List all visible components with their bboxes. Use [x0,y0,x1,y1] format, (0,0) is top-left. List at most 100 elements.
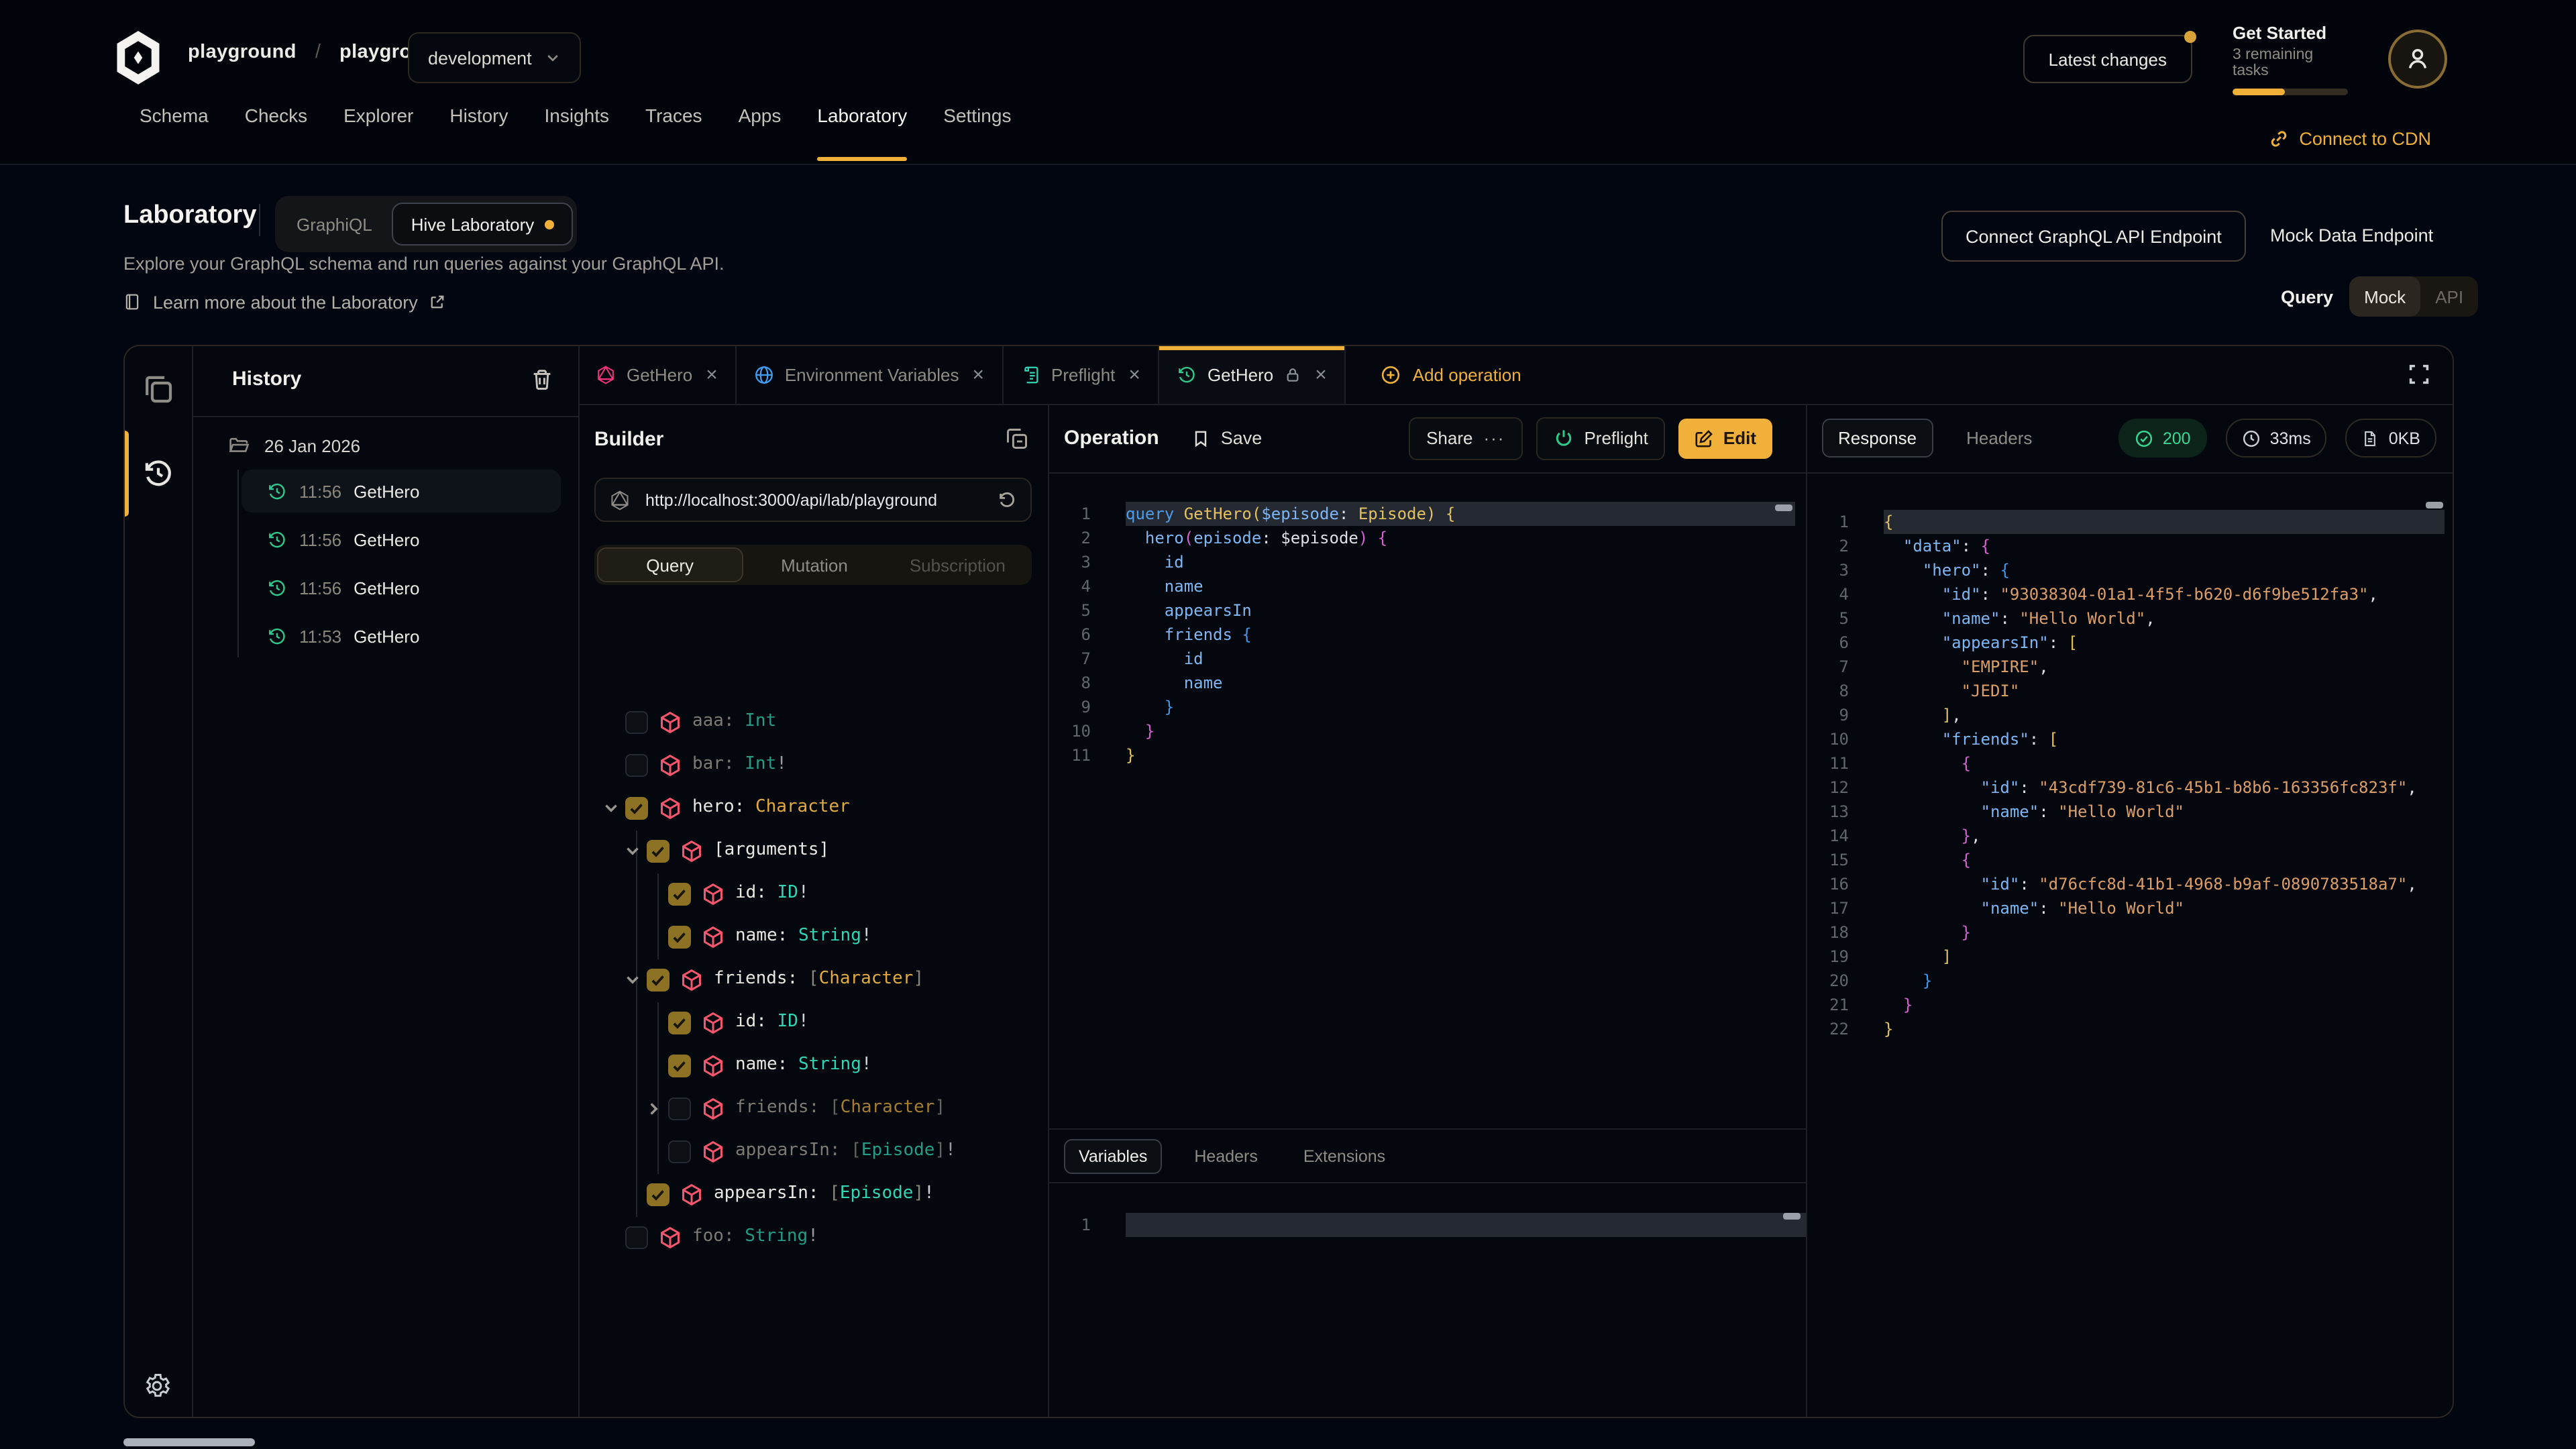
mode-hive-laboratory[interactable]: Hive Laboratory [392,203,574,246]
nav-tab-apps[interactable]: Apps [738,105,782,126]
field-row[interactable]: id: ID! [578,1002,1048,1045]
endpoint-url-input[interactable] [643,489,985,511]
share-button[interactable]: Share ··· [1409,417,1523,460]
tab-extensions[interactable]: Extensions [1303,1146,1386,1165]
tab-response[interactable]: Response [1822,419,1933,458]
user-avatar[interactable] [2388,30,2447,89]
mode-graphiql[interactable]: GraphiQL [297,214,372,234]
field-row[interactable]: appearsIn: [Episode]! [578,1131,1048,1174]
edit-button[interactable]: Edit [1678,418,1772,458]
toggle-api[interactable]: API [2435,286,2464,307]
close-icon[interactable]: × [706,364,718,386]
history-date-group[interactable]: 26 Jan 2026 [228,435,360,456]
field-checkbox[interactable] [625,797,648,820]
workspace-tab-2[interactable]: Preflight × [1003,346,1159,404]
indent-guide [636,873,637,916]
scrollbar-thumb[interactable] [1783,1213,1801,1220]
field-checkbox[interactable] [625,711,648,734]
close-icon[interactable]: × [1128,364,1140,386]
field-checkbox[interactable] [647,840,669,863]
query-editor[interactable]: 1 query GetHero($episode: Episode) {2 her… [1048,502,1795,767]
tab-headers[interactable]: Headers [1194,1146,1258,1165]
response-editor[interactable]: 1{2 "data": {3 "hero": {4 "id": "9303830… [1806,510,2445,1041]
field-checkbox[interactable] [668,1055,691,1077]
add-operation-button[interactable]: Add operation [1362,346,1540,404]
history-entry[interactable]: 11:56 GetHero [241,566,561,609]
field-checkbox[interactable] [668,883,691,906]
tab-response-headers[interactable]: Headers [1966,428,2033,448]
field-row[interactable]: name: String! [578,1045,1048,1088]
field-row[interactable]: id: ID! [578,873,1048,916]
field-row[interactable]: friends: [Character] [578,959,1048,1002]
close-icon[interactable]: × [972,364,984,386]
chevron-down-icon[interactable] [624,843,641,860]
toggle-mock[interactable]: Mock [2349,276,2421,317]
history-entry[interactable]: 11:56 GetHero [241,518,561,561]
nav-tab-insights[interactable]: Insights [544,105,610,126]
connect-endpoint-button[interactable]: Connect GraphQL API Endpoint [1941,211,2246,262]
workspace-tab-3[interactable]: GetHero × [1159,346,1346,404]
field-row[interactable]: bar: Int! [578,745,1048,788]
nav-tab-history[interactable]: History [449,105,508,126]
learn-more-link[interactable]: Learn more about the Laboratory [123,291,446,313]
save-label: Save [1220,428,1263,448]
nav-tab-laboratory[interactable]: Laboratory [817,105,907,164]
field-row[interactable]: [arguments] [578,830,1048,873]
field-checkbox[interactable] [647,1183,669,1206]
field-checkbox[interactable] [647,969,669,991]
field-checkbox[interactable] [668,926,691,949]
history-entry[interactable]: 11:53 GetHero [241,614,561,657]
refresh-icon[interactable] [997,490,1017,510]
field-row[interactable]: name: String! [578,916,1048,959]
scrollbar-thumb[interactable] [1775,504,1792,511]
hive-logo-icon[interactable] [114,30,162,86]
history-indent-guide [237,470,239,657]
workspace-tab-0[interactable]: GetHero × [578,346,737,404]
nav-tab-schema[interactable]: Schema [140,105,209,126]
builder-tab-mutation[interactable]: Mutation [781,555,848,575]
collections-icon[interactable] [142,373,174,405]
nav-tab-explorer[interactable]: Explorer [343,105,414,126]
field-row[interactable]: appearsIn: [Episode]! [578,1174,1048,1217]
history-entry[interactable]: 11:56 GetHero [241,470,561,513]
field-checkbox[interactable] [625,754,648,777]
field-checkbox[interactable] [668,1140,691,1163]
field-row[interactable]: hero: Character [578,788,1048,830]
nav-tab-checks[interactable]: Checks [244,105,308,126]
field-checkbox[interactable] [668,1012,691,1034]
breadcrumb-org[interactable]: playground [188,42,297,63]
target-selector[interactable]: development [408,32,582,83]
tab-variables[interactable]: Variables [1064,1138,1163,1173]
field-row[interactable]: friends: [Character] [578,1088,1048,1131]
chevron-right-icon[interactable] [645,1100,663,1118]
field-checkbox[interactable] [668,1097,691,1120]
preflight-button[interactable]: Preflight [1536,417,1666,460]
collapse-all-icon[interactable] [1005,427,1029,451]
close-icon[interactable]: × [1315,364,1327,386]
workspace-tab-1[interactable]: Environment Variables × [737,346,1003,404]
fullscreen-icon[interactable] [2407,362,2431,386]
horizontal-scrollbar-thumb[interactable] [123,1438,255,1446]
field-row[interactable]: foo: String! [578,1217,1048,1260]
chevron-down-icon[interactable] [602,800,620,817]
gear-icon[interactable] [142,1371,172,1401]
code-line: 15 { [1806,848,2445,872]
nav-tab-traces[interactable]: Traces [645,105,702,126]
chevron-down-icon[interactable] [624,971,641,989]
scrollbar-thumb[interactable] [2426,502,2443,508]
get-started-widget[interactable]: Get Started 3 remaining tasks [2233,23,2348,95]
latest-changes-button[interactable]: Latest changes [2023,31,2196,83]
field-label: friends: [Character] [714,969,924,989]
save-button[interactable]: Save [1191,427,1263,449]
variables-editor[interactable]: 1 [1048,1213,1806,1237]
mock-endpoint-button[interactable]: Mock Data Endpoint [2270,225,2434,245]
builder-tab-subscription[interactable]: Subscription [909,555,1006,575]
history-rail-icon[interactable] [142,458,174,490]
connect-cdn-button[interactable]: Connect to CDN [2268,129,2431,149]
field-row[interactable]: aaa: Int [578,702,1048,745]
trash-icon[interactable] [530,368,554,392]
nav-tab-settings[interactable]: Settings [943,105,1012,126]
builder-tab-query[interactable]: Query [597,547,743,582]
current-line-highlight [1126,1213,1806,1237]
field-checkbox[interactable] [625,1226,648,1249]
